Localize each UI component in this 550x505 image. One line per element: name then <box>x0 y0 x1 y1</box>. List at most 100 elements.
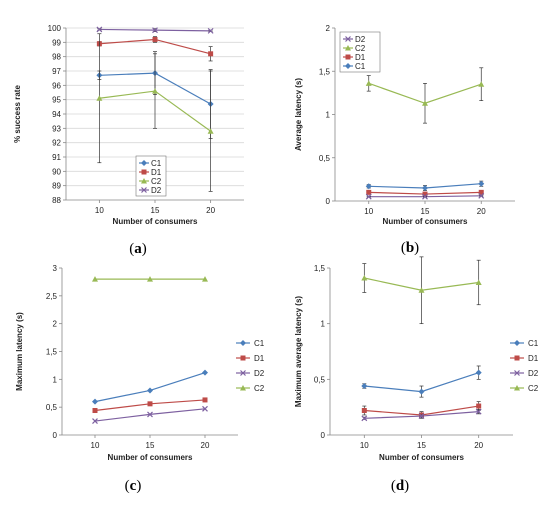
series-C2 <box>361 256 482 325</box>
data-point <box>478 180 485 187</box>
legend-label: C1 <box>355 62 366 71</box>
legend-label: C2 <box>528 384 539 393</box>
x-tick-label: 20 <box>477 207 486 216</box>
legend-label: D1 <box>355 53 366 62</box>
data-point <box>202 405 208 412</box>
x-tick-label: 10 <box>95 206 104 215</box>
y-axis-label: Maximum average latency (s) <box>294 296 303 407</box>
data-point <box>152 36 158 42</box>
legend-marker <box>240 355 246 361</box>
data-point <box>475 408 482 415</box>
chart-panel-d: 0 0,5 1 1,5 10 15 20 Number of consumers Maximum… <box>294 256 539 494</box>
data-point <box>152 88 158 94</box>
panel-label: (b) <box>401 240 419 256</box>
legend-label: D1 <box>254 354 265 363</box>
legend-label: C1 <box>151 159 162 168</box>
y-tick-label: 0 <box>321 431 326 440</box>
data-point <box>361 275 368 281</box>
data-point <box>476 403 482 409</box>
legend-marker <box>240 385 246 391</box>
y-tick-label: 96 <box>52 81 61 90</box>
legend-marker <box>141 178 147 184</box>
legend-label: C2 <box>355 44 366 53</box>
data-point <box>147 276 153 282</box>
panel-label: (d) <box>391 478 409 494</box>
y-tick-label: 2 <box>326 24 331 33</box>
panel-label-close: ) <box>136 478 141 494</box>
y-tick-label: 94 <box>52 110 61 119</box>
data-point <box>202 276 208 282</box>
data-point <box>418 287 425 293</box>
data-point <box>207 128 214 134</box>
series-D2 <box>96 26 214 34</box>
series-C1 <box>365 180 485 192</box>
y-tick-label: 1 <box>321 320 326 329</box>
y-tick-label: 98 <box>52 53 61 62</box>
x-tick-label: 20 <box>201 441 210 450</box>
series-D2 <box>361 408 482 422</box>
x-axis-label: Number of consumers <box>113 217 198 226</box>
legend-marker <box>141 169 147 175</box>
y-tick-label: 0,5 <box>314 375 326 384</box>
legend-label: D2 <box>528 369 539 378</box>
legend-marker <box>240 370 246 376</box>
legend-marker <box>141 187 147 193</box>
data-point <box>422 193 428 200</box>
y-tick-label: 93 <box>52 124 61 133</box>
chart-panel-c: 0 0,5 1 1,5 2 2,5 3 10 15 20 Number of consumers Ma… <box>15 264 265 494</box>
y-tick-label: 89 <box>52 182 61 191</box>
data-point <box>478 192 485 199</box>
x-tick-label: 10 <box>364 207 373 216</box>
data-point <box>422 191 428 197</box>
data-point <box>96 26 103 33</box>
legend-marker <box>514 355 520 361</box>
panel-label-open: ( <box>125 478 130 494</box>
data-point <box>92 276 98 282</box>
x-tick-label: 10 <box>360 441 369 450</box>
x-tick-label: 15 <box>417 441 426 450</box>
panel-label: (c) <box>125 478 142 494</box>
y-tick-label: 95 <box>52 96 61 105</box>
series-C2 <box>96 33 214 192</box>
data-point <box>152 27 158 34</box>
x-axis-label: Number of consumers <box>108 453 193 462</box>
chart-panel-b: 0 0,5 1 1,5 2 10 15 20 Number of consumers Averag… <box>294 24 515 256</box>
legend-label: D2 <box>254 369 265 378</box>
y-axis-label: Average latency (s) <box>294 78 303 151</box>
data-point <box>365 183 372 190</box>
legend-marker <box>240 340 246 346</box>
data-point <box>208 51 214 57</box>
legend-marker <box>514 370 520 376</box>
legend-marker <box>141 160 147 166</box>
y-axis-label: Maximum latency (s) <box>15 312 24 391</box>
data-point <box>207 27 214 34</box>
y-tick-label: 0,5 <box>46 403 58 412</box>
data-point <box>202 369 208 376</box>
x-tick-label: 20 <box>474 441 483 450</box>
y-tick-label: 100 <box>48 24 62 33</box>
data-point <box>366 189 372 195</box>
legend-label: D2 <box>355 35 366 44</box>
y-tick-label: 91 <box>52 153 61 162</box>
data-point <box>202 397 208 403</box>
series-C1 <box>361 365 482 398</box>
data-point <box>92 398 98 405</box>
x-axis-label: Number of consumers <box>383 217 468 226</box>
legend-label: C1 <box>254 339 265 348</box>
y-tick-label: 1,5 <box>314 264 326 273</box>
data-point <box>422 100 428 106</box>
data-point <box>418 388 425 395</box>
panel-label-open: ( <box>129 241 134 257</box>
data-point <box>422 185 428 192</box>
panel-label-open: ( <box>401 240 406 256</box>
y-tick-label: 88 <box>52 196 61 205</box>
data-point <box>92 418 98 425</box>
y-tick-label: 1 <box>326 111 331 120</box>
data-point <box>96 95 103 101</box>
panel-label-letter: b <box>406 240 414 256</box>
x-tick-label: 15 <box>151 206 160 215</box>
y-tick-label: 1,5 <box>319 67 331 76</box>
y-tick-label: 0,5 <box>319 154 331 163</box>
